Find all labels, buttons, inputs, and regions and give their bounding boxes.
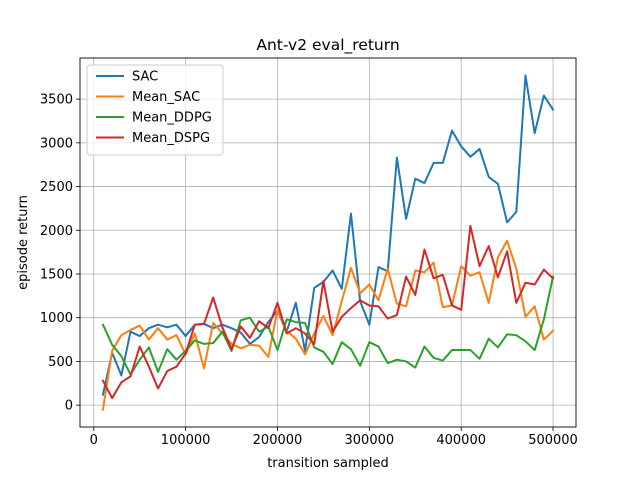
legend-label: Mean_SAC xyxy=(132,90,200,105)
x-tick-label: 100000 xyxy=(161,433,211,448)
x-tick-label: 500000 xyxy=(528,433,578,448)
x-axis-title: transition sampled xyxy=(267,456,389,471)
y-tick-label: 3500 xyxy=(40,93,73,108)
axis-ticks: 0 100000 200000 300000 400000 500000 0 500 1000 1… xyxy=(40,93,578,448)
series-line-mean-ddpg xyxy=(101,275,555,376)
series-line-mean-dspg xyxy=(101,224,555,400)
y-axis-title: episode return xyxy=(16,195,31,290)
chart-title: Ant-v2 eval_return xyxy=(256,36,399,55)
y-tick-label: 3000 xyxy=(40,136,73,151)
series-line-sac xyxy=(101,74,555,396)
x-tick-label: 400000 xyxy=(436,433,486,448)
y-tick-label: 1000 xyxy=(40,311,73,326)
x-tick-label: 200000 xyxy=(253,433,303,448)
y-tick-label: 0 xyxy=(65,399,73,414)
plot-frame xyxy=(79,57,577,428)
y-tick-label: 1500 xyxy=(40,267,73,282)
legend: SAC Mean_SAC Mean_DDPG Mean_DSPG xyxy=(86,64,224,156)
series-line-mean-sac xyxy=(101,239,555,411)
legend-box xyxy=(86,64,224,156)
y-tick-label: 500 xyxy=(48,355,73,370)
y-tick-label: 2500 xyxy=(40,180,73,195)
legend-label: SAC xyxy=(132,70,158,85)
x-tick-label: 300000 xyxy=(345,433,395,448)
series-lines xyxy=(101,74,555,411)
y-tick-label: 2000 xyxy=(40,224,73,239)
x-tick-label: 0 xyxy=(90,433,98,448)
legend-label: Mean_DSPG xyxy=(132,131,210,146)
legend-label: Mean_DDPG xyxy=(132,111,212,126)
